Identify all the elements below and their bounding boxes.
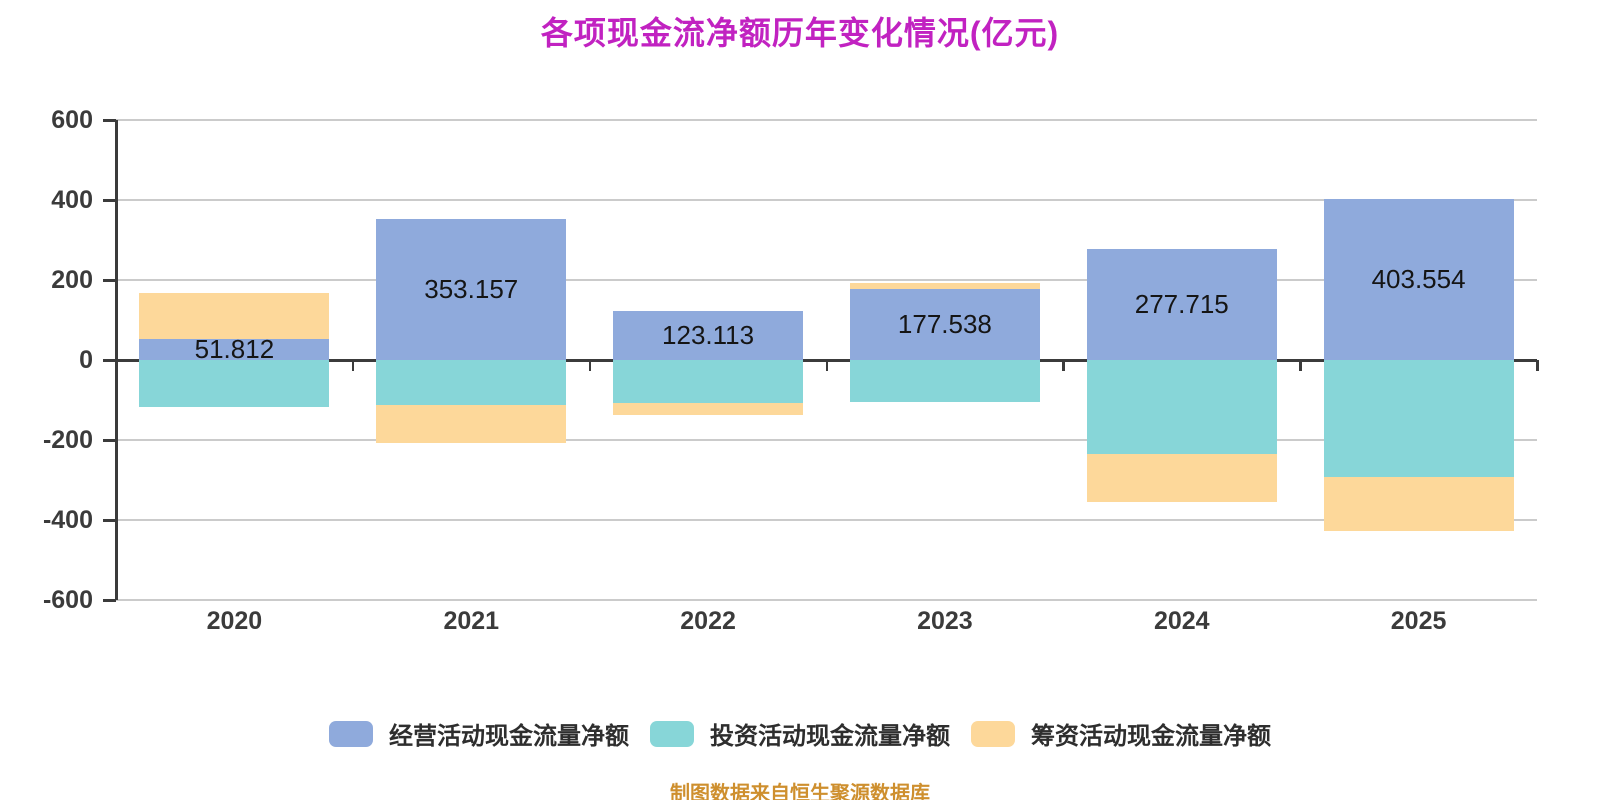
y-tick-label: -200 — [42, 426, 93, 454]
y-tick-mark — [103, 599, 116, 602]
y-tick-label: 400 — [51, 186, 93, 214]
bar-segment-operating — [849, 288, 1040, 360]
y-tick-mark — [103, 519, 116, 522]
x-axis-label: 2021 — [443, 607, 500, 635]
y-tick-mark — [103, 359, 116, 362]
bar-segment-operating — [1323, 198, 1514, 360]
x-tick-mark — [1062, 360, 1065, 371]
x-axis-label: 2025 — [1390, 607, 1447, 635]
gridline — [116, 599, 1537, 601]
bar-segment-investing — [1086, 360, 1277, 454]
legend: 经营活动现金流量净额 投资活动现金流量净额 筹资活动现金流量净额 — [0, 716, 1600, 751]
gridline — [116, 119, 1537, 121]
x-axis-label: 2020 — [206, 607, 263, 635]
bar-value-label: 177.538 — [897, 308, 992, 339]
legend-label: 投资活动现金流量净额 — [710, 723, 950, 750]
legend-label: 筹资活动现金流量净额 — [1031, 723, 1271, 750]
x-axis-label: 2024 — [1153, 607, 1210, 635]
gridline — [116, 519, 1537, 521]
bar-value-label: 353.157 — [424, 273, 519, 304]
legend-swatch-financing — [971, 720, 1015, 747]
legend-swatch-operating — [329, 720, 373, 747]
gridline — [116, 439, 1537, 441]
bar-segment-financing — [1323, 476, 1514, 531]
gridline — [116, 199, 1537, 201]
y-tick-label: 0 — [79, 346, 93, 374]
bar-segment-financing — [849, 283, 1040, 289]
y-tick-mark — [103, 279, 116, 282]
y-tick-mark — [103, 439, 116, 442]
bar-segment-operating — [139, 339, 330, 360]
bar-value-label: 123.113 — [662, 319, 755, 350]
y-tick-mark — [103, 199, 116, 202]
y-tick-label: 600 — [51, 106, 93, 134]
bar-segment-financing — [1086, 453, 1277, 502]
bar-segment-financing — [376, 405, 567, 444]
source-note: 制图数据来自恒生聚源数据库 — [670, 783, 930, 800]
legend-swatch-investing — [650, 720, 694, 747]
x-tick-mark — [1299, 360, 1302, 371]
bar-segment-investing — [613, 360, 804, 403]
bar-value-label: 277.715 — [1134, 288, 1229, 319]
x-axis-label: 2023 — [917, 607, 973, 635]
y-tick-label: 200 — [51, 266, 93, 294]
x-tick-mark — [115, 360, 118, 371]
legend-item-financing: 筹资活动现金流量净额 — [971, 716, 1271, 751]
bar-segment-investing — [849, 360, 1040, 402]
legend-item-operating: 经营活动现金流量净额 — [329, 716, 629, 751]
chart-title: 各项现金流净额历年变化情况(亿元) — [540, 15, 1060, 51]
y-tick-label: -600 — [42, 586, 93, 614]
bar-segment-operating — [1086, 248, 1277, 360]
bar-segment-financing — [613, 403, 804, 415]
bar-value-label: 51.812 — [194, 334, 275, 365]
x-tick-mark — [1536, 360, 1539, 371]
legend-label: 经营活动现金流量净额 — [389, 723, 629, 750]
bar-segment-financing — [139, 292, 330, 340]
bar-segment-operating — [613, 310, 804, 360]
bar-segment-investing — [376, 360, 567, 405]
bar-segment-operating — [376, 218, 567, 360]
bar-value-label: 403.554 — [1371, 263, 1466, 294]
bar-segment-investing — [139, 360, 330, 408]
gridline — [116, 279, 1537, 281]
y-tick-mark — [103, 119, 116, 122]
legend-item-investing: 投资活动现金流量净额 — [650, 716, 950, 751]
x-tick-mark — [825, 360, 828, 371]
x-tick-mark — [351, 360, 355, 371]
x-tick-mark — [588, 360, 592, 371]
bar-segment-investing — [1323, 360, 1514, 477]
y-tick-label: -400 — [42, 506, 93, 534]
x-axis-label: 2022 — [680, 607, 736, 635]
